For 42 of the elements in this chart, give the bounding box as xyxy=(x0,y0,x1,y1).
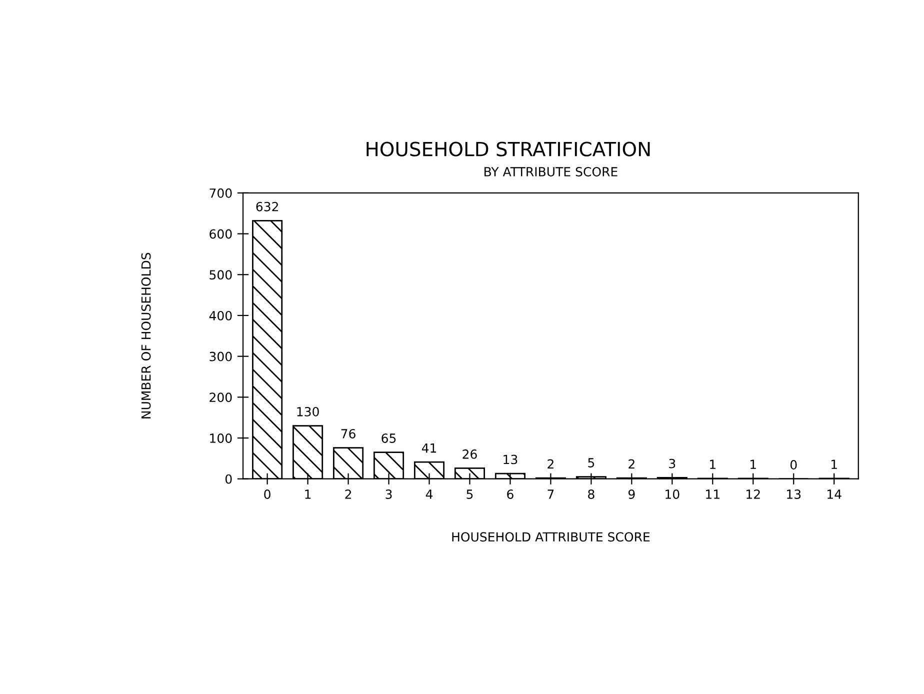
x-tick-label: 10 xyxy=(666,489,680,499)
y-tick-label: 100 xyxy=(210,433,232,443)
x-tick-label: 3 xyxy=(386,489,392,499)
data-label: 2 xyxy=(628,459,634,468)
data-label: 632 xyxy=(256,202,278,212)
data-label: 5 xyxy=(588,458,594,468)
x-tick-label: 2 xyxy=(345,489,351,499)
data-label: 2 xyxy=(548,459,554,468)
x-tick-label: 11 xyxy=(706,490,720,499)
data-label: 1 xyxy=(832,460,837,469)
data-label: 41 xyxy=(422,443,436,453)
data-label: 130 xyxy=(297,406,319,416)
y-tick-label: 0 xyxy=(225,474,232,484)
x-tick-label: 4 xyxy=(426,490,433,499)
x-tick-label: 1 xyxy=(305,490,311,499)
y-axis-title: NUMBER OF HOUSEHOLDS xyxy=(141,252,151,418)
x-tick-label: 9 xyxy=(628,489,635,499)
data-label: 1 xyxy=(750,460,756,469)
y-tick-label: 400 xyxy=(209,310,232,320)
x-tick-label: 7 xyxy=(548,490,554,499)
data-label: 0 xyxy=(790,460,797,470)
x-axis-title: HOUSEHOLD ATTRIBUTE SCORE xyxy=(452,532,650,542)
chart-subtitle: BY ATTRIBUTE SCORE xyxy=(484,166,618,176)
x-tick-label: 6 xyxy=(507,489,514,499)
x-tick-label: 12 xyxy=(746,489,760,499)
data-label: 76 xyxy=(341,428,356,438)
x-tick-label: 13 xyxy=(787,489,801,499)
x-tick-label: 5 xyxy=(466,490,473,499)
data-label: 3 xyxy=(669,458,676,468)
data-label: 26 xyxy=(462,449,477,459)
data-label: 65 xyxy=(382,433,396,443)
x-tick-label: 0 xyxy=(264,489,270,499)
x-tick-label: 8 xyxy=(588,489,594,499)
chart-title: HOUSEHOLD STRATIFICATION xyxy=(366,142,650,156)
data-label: 13 xyxy=(504,454,518,464)
y-tick-label: 600 xyxy=(210,229,232,239)
y-tick-label: 500 xyxy=(210,270,232,280)
y-tick-label: 700 xyxy=(210,188,232,198)
y-tick-label: 300 xyxy=(210,352,232,362)
data-label: 1 xyxy=(710,460,716,469)
y-tick-label: 200 xyxy=(210,392,232,402)
x-tick-label: 14 xyxy=(828,490,842,499)
